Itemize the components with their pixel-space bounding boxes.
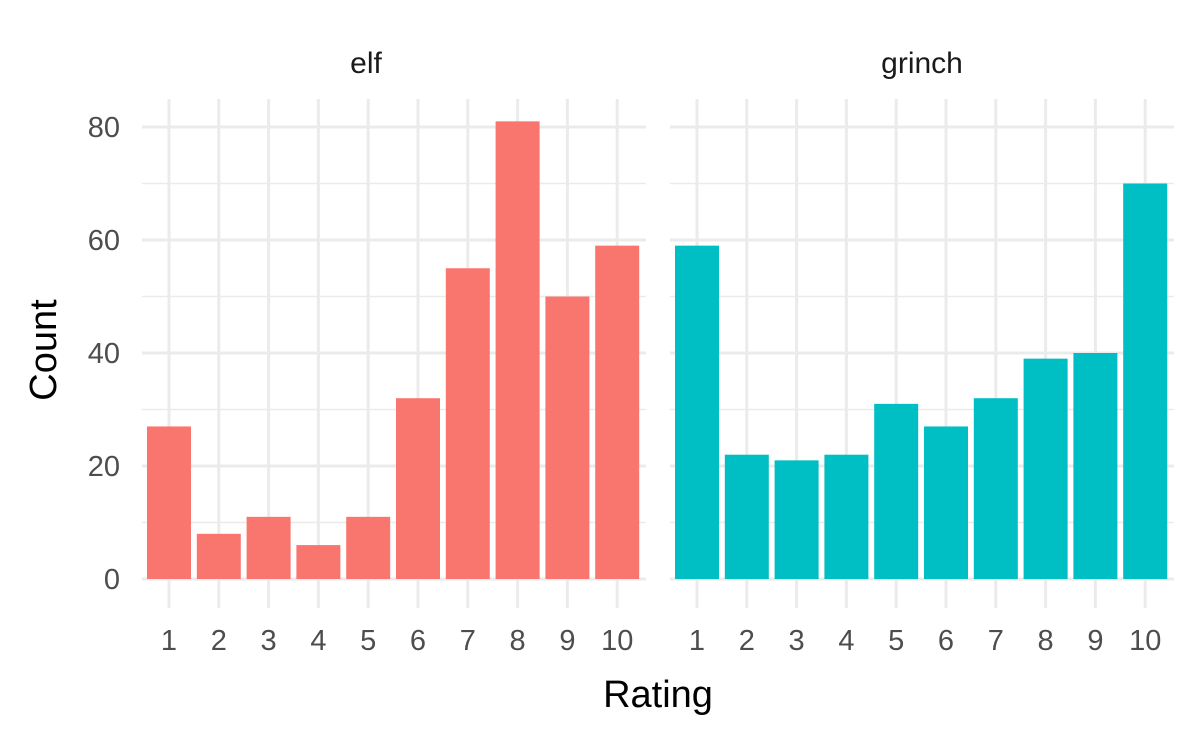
facet-strip-label: grinch (881, 47, 963, 80)
x-tick-label: 9 (559, 625, 575, 657)
x-tick-label: 2 (211, 625, 227, 657)
x-tick-label: 4 (838, 625, 854, 657)
y-axis-tick-labels: 0 20 40 60 80 (88, 112, 120, 596)
x-tick-label: 5 (360, 625, 376, 657)
bar-grinch-3 (774, 460, 819, 579)
x-tick-label: 10 (1129, 625, 1161, 657)
bar-elf-8 (495, 121, 540, 579)
bar-grinch-9 (1073, 353, 1118, 579)
facet-panels: 1 2 3 4 5 6 7 8 9 10 elf 1 2 3 4 5 6 7 8 9 10 grinch (142, 47, 1174, 657)
x-axis-title: Rating (603, 674, 713, 716)
bar-elf-1 (147, 426, 191, 579)
x-tick-label: 8 (1038, 625, 1054, 657)
x-tick-label: 7 (460, 625, 476, 657)
bar-elf-3 (246, 516, 291, 579)
y-tick-label: 40 (88, 338, 120, 370)
y-tick-label: 80 (88, 112, 120, 144)
y-tick-label: 20 (88, 451, 120, 483)
bar-grinch-4 (824, 454, 869, 579)
x-tick-label: 1 (689, 625, 705, 657)
bar-elf-7 (445, 268, 490, 579)
bar-grinch-2 (724, 454, 769, 579)
y-tick-label: 0 (104, 564, 120, 596)
bar-elf-4 (296, 545, 341, 579)
bar-elf-2 (196, 533, 241, 579)
x-tick-label: 7 (988, 625, 1004, 657)
x-tick-label: 8 (510, 625, 526, 657)
y-tick-label: 60 (88, 225, 120, 257)
x-tick-label: 6 (938, 625, 954, 657)
facet-panel-grinch: 1 2 3 4 5 6 7 8 9 10 grinch (670, 47, 1174, 657)
x-tick-label: 10 (601, 625, 633, 657)
y-axis-title: Count (23, 299, 65, 401)
bar-grinch-1 (675, 245, 719, 579)
bar-grinch-5 (874, 403, 919, 579)
bar-elf-10 (595, 245, 640, 579)
x-tick-label: 4 (310, 625, 326, 657)
facet-panel-elf: 1 2 3 4 5 6 7 8 9 10 elf (142, 47, 646, 657)
x-tick-label: 1 (161, 625, 177, 657)
bar-elf-9 (545, 296, 590, 579)
facet-strip-label: elf (350, 47, 382, 80)
bar-elf-6 (396, 398, 440, 579)
bar-grinch-8 (1023, 358, 1068, 579)
x-tick-label: 3 (261, 625, 277, 657)
x-tick-label: 5 (888, 625, 904, 657)
x-tick-label: 2 (739, 625, 755, 657)
x-tick-label: 3 (789, 625, 805, 657)
x-tick-label: 9 (1087, 625, 1103, 657)
x-tick-label: 6 (410, 625, 426, 657)
bar-grinch-7 (973, 398, 1018, 579)
bar-grinch-6 (924, 426, 968, 579)
bar-grinch-10 (1123, 183, 1168, 579)
bar-elf-5 (346, 516, 391, 579)
